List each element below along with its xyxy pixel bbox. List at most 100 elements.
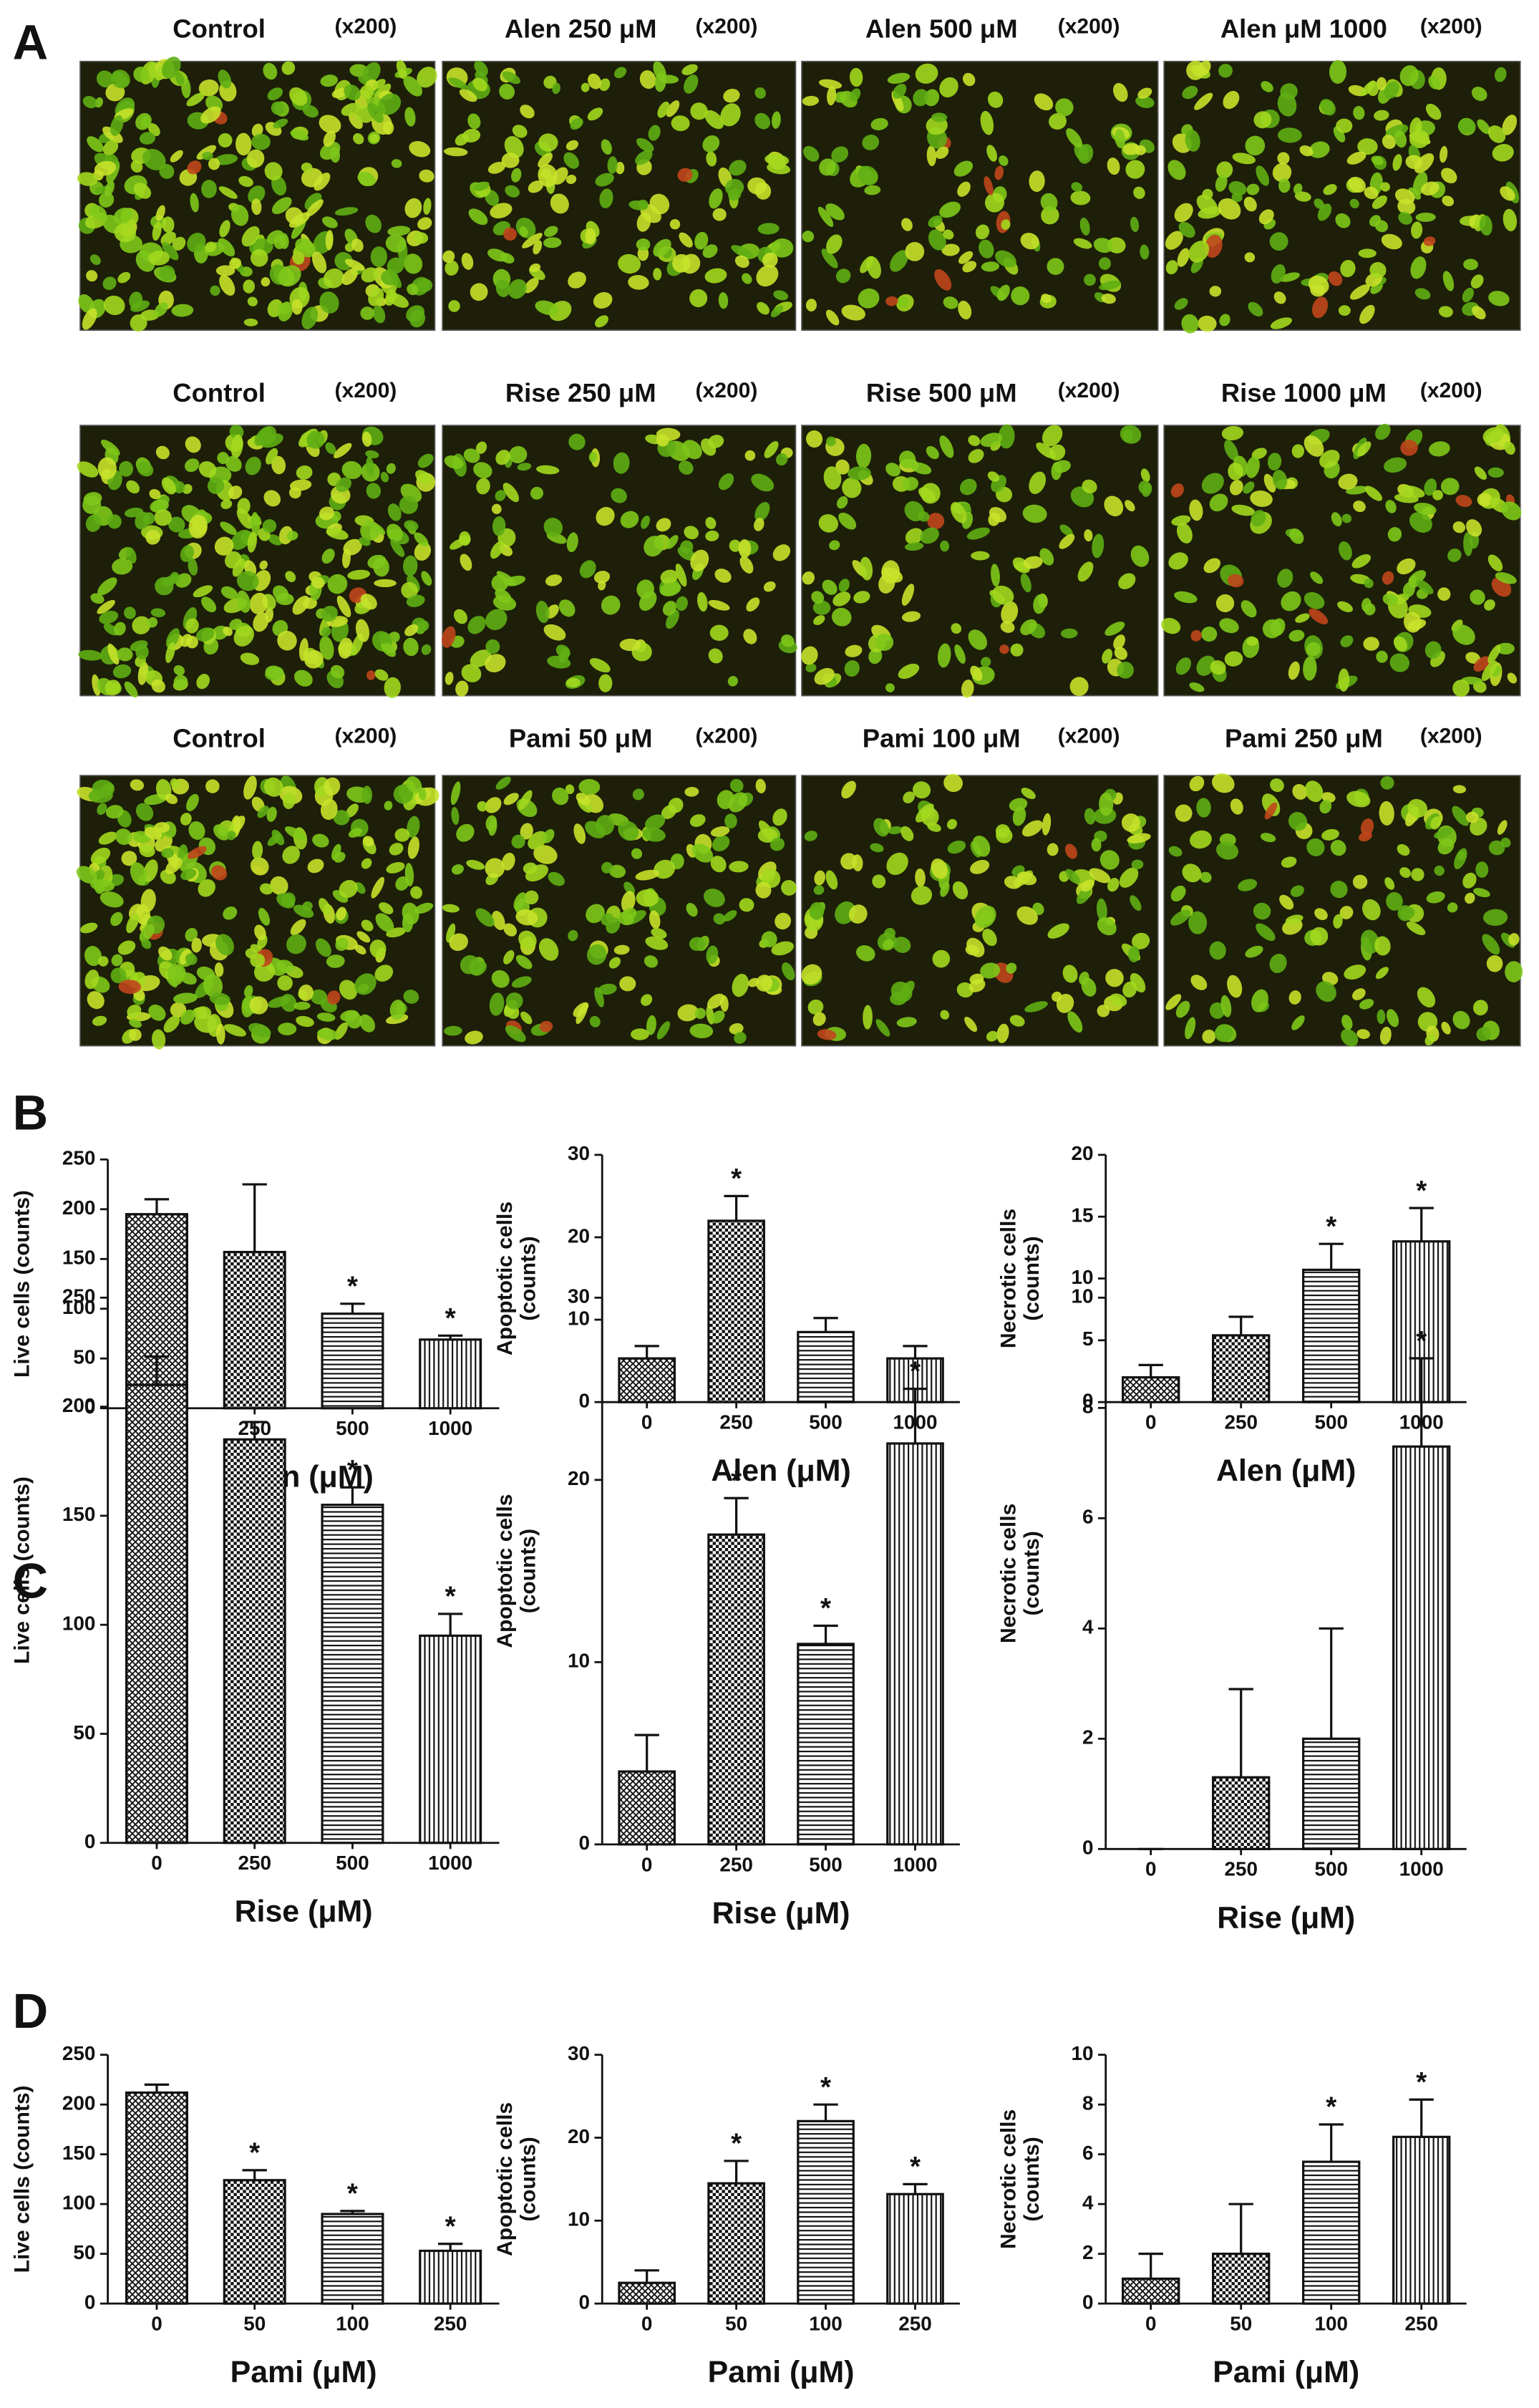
micrograph-bg <box>801 60 1159 331</box>
cell <box>511 976 532 988</box>
cell <box>1060 628 1078 639</box>
cell <box>243 318 258 327</box>
cell <box>1292 784 1308 800</box>
cell <box>881 560 900 584</box>
cell <box>636 212 651 232</box>
cell <box>645 936 669 950</box>
cell <box>150 608 166 617</box>
cell <box>1190 975 1208 990</box>
cell <box>636 238 651 251</box>
cell <box>282 846 300 864</box>
cell <box>781 880 797 896</box>
y-tick-label: 200 <box>62 2092 96 2114</box>
cell <box>975 224 990 240</box>
cell <box>635 869 660 881</box>
cell <box>825 870 838 890</box>
cell <box>208 158 220 170</box>
cell <box>230 204 249 226</box>
cell <box>319 506 335 521</box>
cell <box>258 907 270 926</box>
cell <box>245 456 261 475</box>
cell <box>712 208 727 221</box>
cell <box>868 648 883 664</box>
cell <box>127 1004 142 1018</box>
cell <box>450 781 461 806</box>
micrograph <box>801 60 1159 331</box>
cell <box>1224 651 1243 667</box>
error-bar <box>144 1198 170 1214</box>
cell <box>1168 846 1183 857</box>
cell <box>1256 923 1276 942</box>
cell <box>1182 864 1202 883</box>
x-axis-label: Rise (μM) <box>235 1895 373 1929</box>
cell <box>455 133 469 146</box>
cell <box>720 103 741 127</box>
cell <box>1029 170 1045 193</box>
cell <box>1411 868 1424 881</box>
significance-mark: * <box>731 1466 742 1496</box>
cell <box>92 1015 107 1026</box>
cell <box>336 595 351 618</box>
cell <box>940 540 950 552</box>
cell <box>311 576 325 589</box>
cell <box>276 893 295 909</box>
cell <box>77 172 98 186</box>
cell <box>522 233 543 248</box>
cell <box>1277 92 1297 117</box>
cell <box>154 822 170 833</box>
cell <box>565 784 575 795</box>
cell <box>1362 899 1381 921</box>
cell <box>845 644 863 657</box>
cell <box>103 295 125 316</box>
cell <box>988 512 1001 526</box>
cell <box>409 141 431 158</box>
cell <box>262 519 277 533</box>
cell <box>1246 637 1258 647</box>
cell <box>492 911 505 930</box>
cell <box>152 1029 166 1050</box>
cell <box>928 215 943 228</box>
cell <box>728 792 748 813</box>
cell <box>724 813 737 828</box>
cell <box>467 616 486 634</box>
cell <box>278 302 291 315</box>
cell <box>885 296 898 306</box>
error-bar <box>340 1302 365 1314</box>
cell <box>1381 233 1402 250</box>
cell <box>729 861 749 873</box>
cell <box>468 208 488 226</box>
cell <box>129 291 143 309</box>
cell <box>739 898 754 912</box>
cell <box>502 71 521 84</box>
cell <box>1251 448 1267 460</box>
cell <box>334 207 359 216</box>
cell <box>135 644 149 660</box>
error-bar <box>1319 1242 1344 1270</box>
y-axis-label: Necrotic cells <box>997 2109 1021 2249</box>
cell <box>570 117 583 130</box>
bar <box>125 1383 188 1844</box>
cell <box>893 937 911 953</box>
cell <box>764 441 779 458</box>
cell <box>671 115 690 132</box>
cell <box>734 255 749 269</box>
cell <box>292 251 305 265</box>
cell <box>286 531 298 541</box>
cell <box>1082 479 1097 494</box>
cell <box>888 826 903 835</box>
cell <box>1216 161 1233 179</box>
cell <box>417 67 437 88</box>
cell <box>773 290 789 301</box>
cell <box>448 77 467 90</box>
cell <box>117 271 131 284</box>
image-label: Control <box>173 14 266 44</box>
cell <box>334 252 354 271</box>
cell <box>155 576 174 596</box>
cell <box>105 180 115 197</box>
cell <box>320 798 338 821</box>
cell <box>754 112 771 130</box>
cell <box>1165 994 1182 1010</box>
cell <box>180 869 197 880</box>
cell <box>1012 806 1026 826</box>
cell <box>1341 1015 1353 1030</box>
